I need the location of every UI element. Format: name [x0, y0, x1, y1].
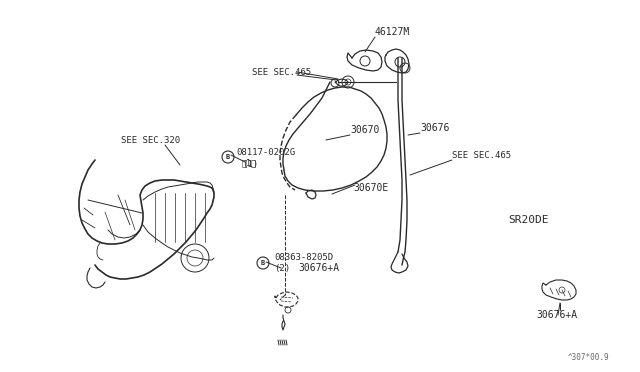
Text: 30670: 30670	[350, 125, 380, 135]
Text: B: B	[261, 260, 265, 266]
Text: 30670E: 30670E	[353, 183, 388, 193]
Text: B: B	[226, 154, 230, 160]
Text: 30676+A: 30676+A	[298, 263, 339, 273]
Text: SEE SEC.320: SEE SEC.320	[121, 135, 180, 144]
Text: （1）: （1）	[242, 158, 257, 167]
Text: SEE SEC.465: SEE SEC.465	[452, 151, 511, 160]
Text: 46127M: 46127M	[375, 27, 410, 37]
Text: ^307*00.9: ^307*00.9	[568, 353, 610, 362]
Text: (2): (2)	[274, 263, 290, 273]
Text: SR20DE: SR20DE	[508, 215, 548, 225]
Text: 30676: 30676	[420, 123, 449, 133]
Text: 30676+A: 30676+A	[536, 310, 577, 320]
Circle shape	[222, 151, 234, 163]
Text: 08363-8205D: 08363-8205D	[274, 253, 333, 262]
Text: SEE SEC.465: SEE SEC.465	[252, 67, 311, 77]
Text: (1): (1)	[242, 160, 258, 169]
Circle shape	[257, 257, 269, 269]
Text: 08117-0202G: 08117-0202G	[236, 148, 295, 157]
